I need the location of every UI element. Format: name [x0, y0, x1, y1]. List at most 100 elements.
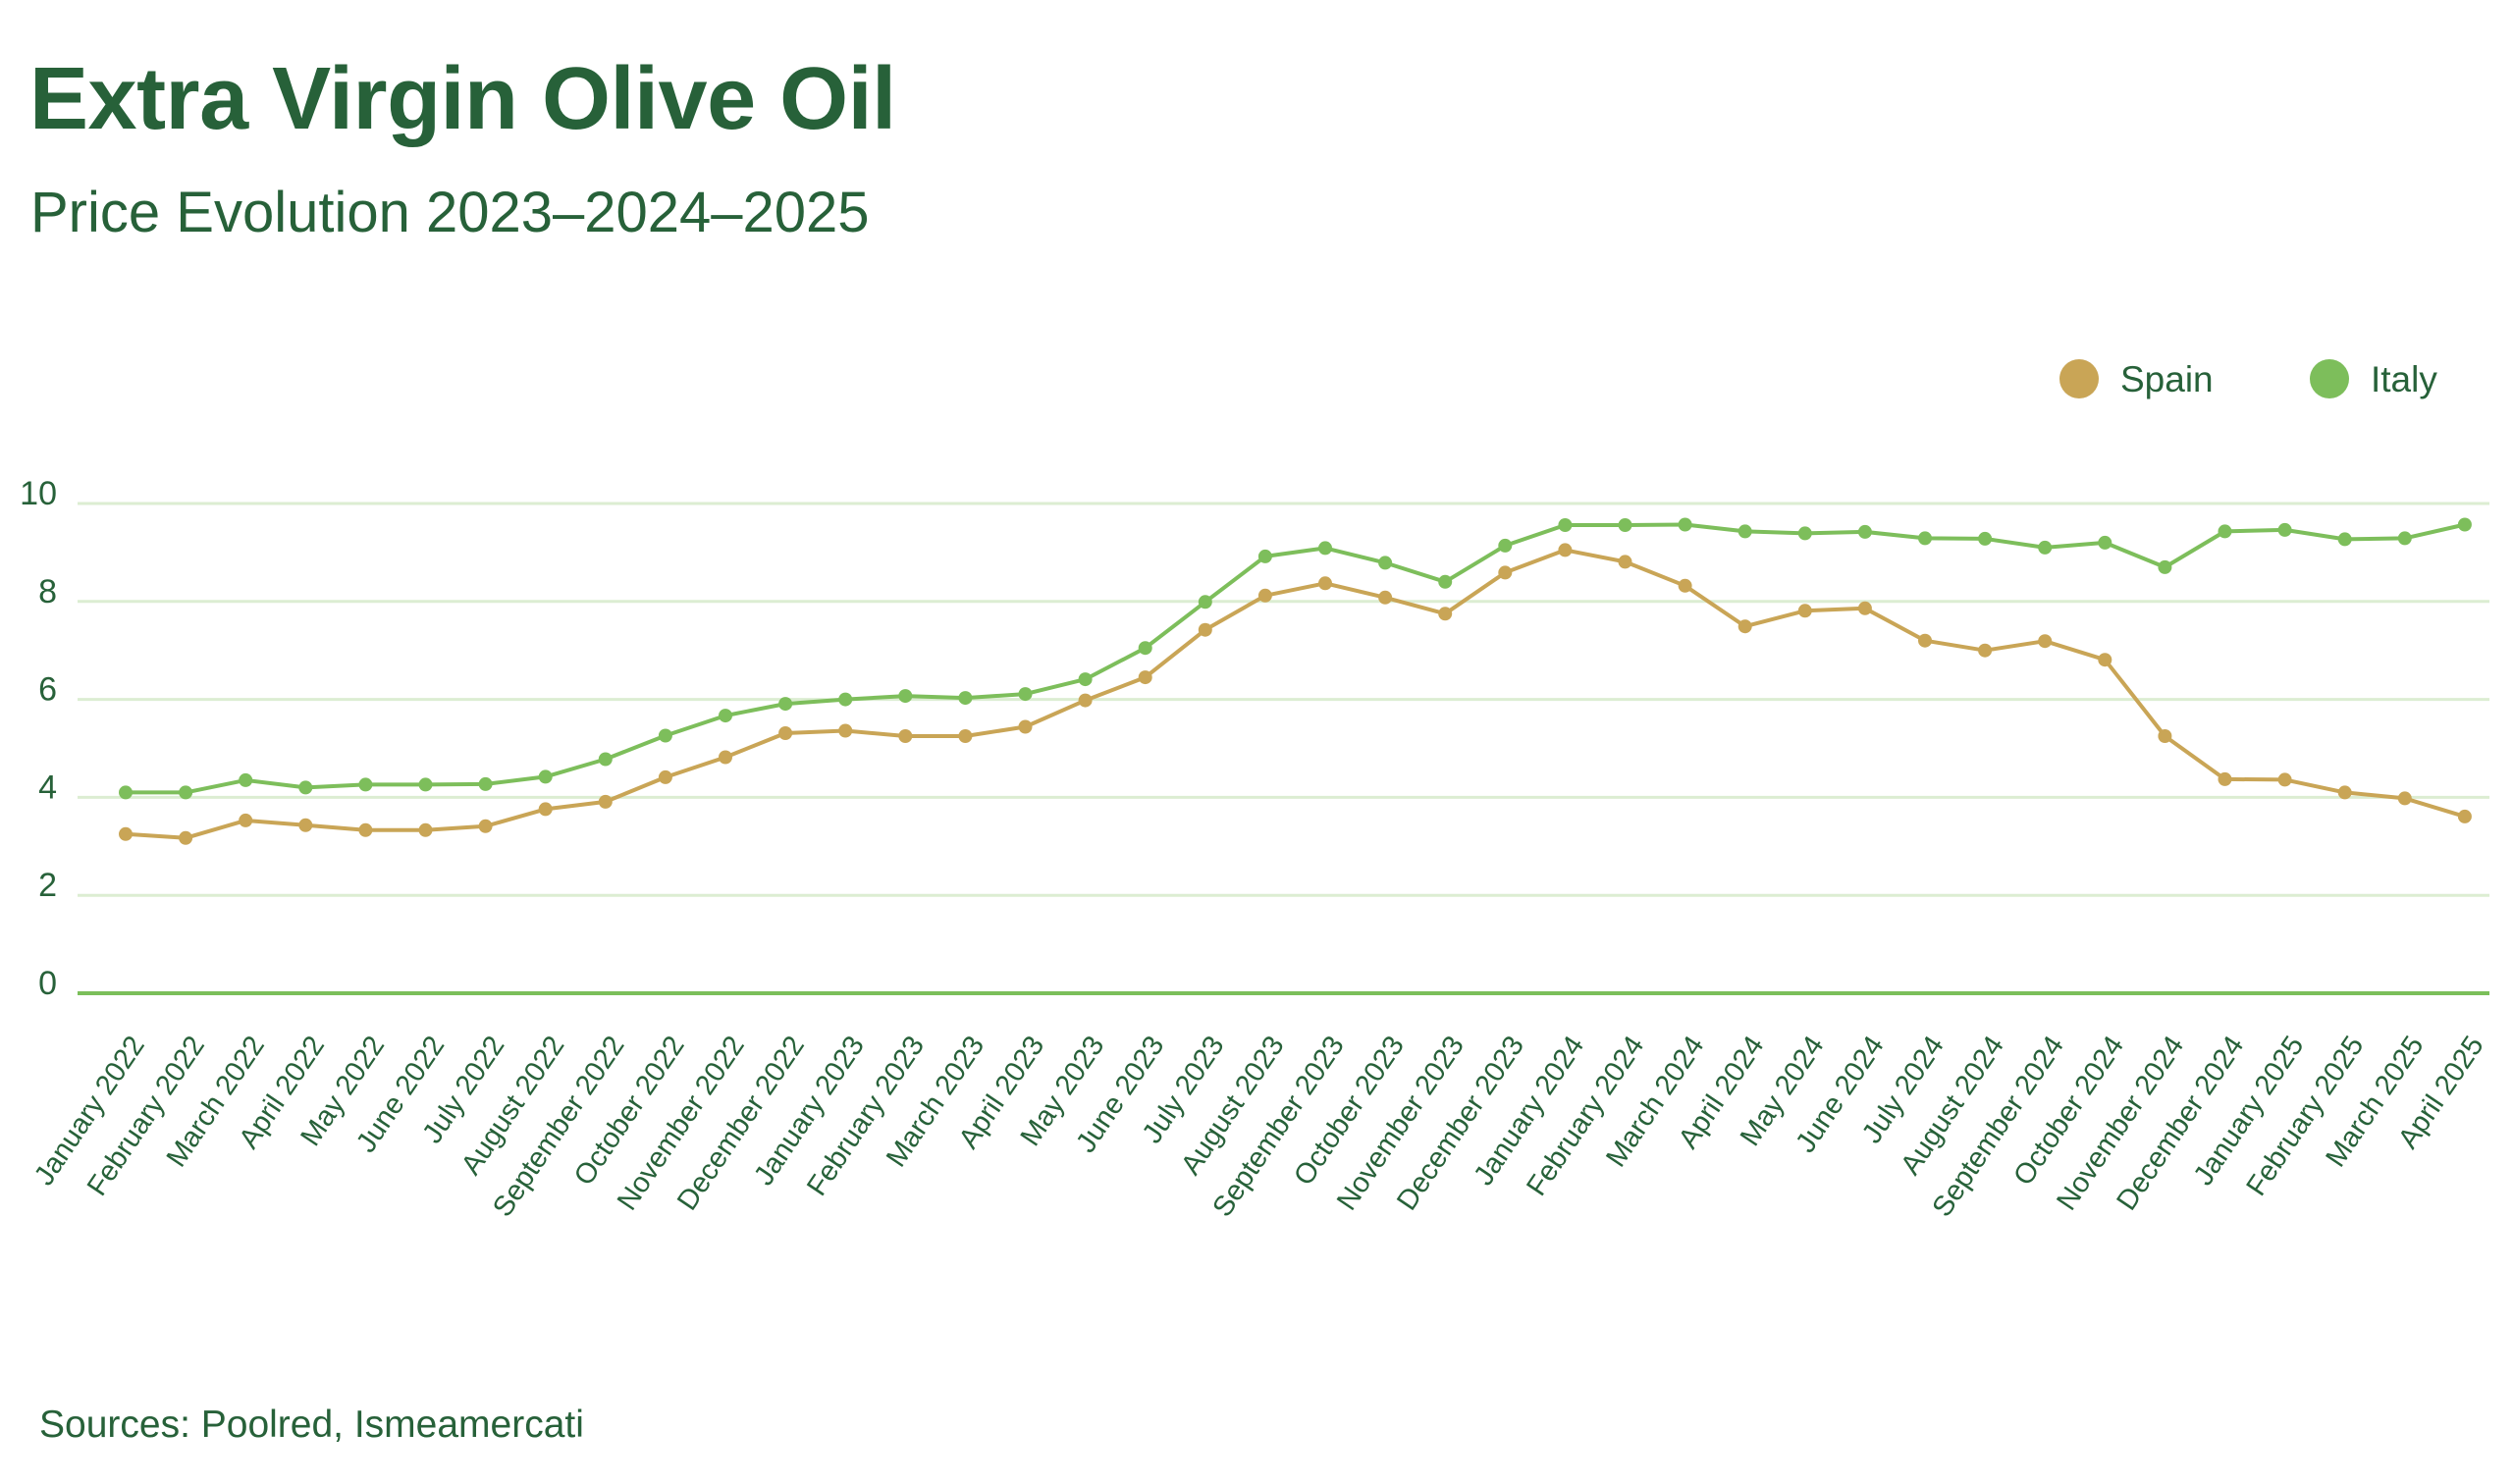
data-point-italy[interactable]	[1678, 517, 1692, 532]
data-point-italy[interactable]	[2337, 532, 2352, 547]
data-point-spain[interactable]	[1618, 555, 1632, 569]
y-axis-ticks: 0 2 4 6 8 10	[20, 475, 57, 1002]
data-point-italy[interactable]	[1918, 531, 1932, 546]
data-point-spain[interactable]	[1018, 719, 1033, 734]
data-point-spain[interactable]	[2158, 729, 2172, 743]
data-point-italy[interactable]	[2098, 535, 2112, 550]
data-point-spain[interactable]	[1978, 643, 1993, 658]
data-point-italy[interactable]	[298, 780, 313, 795]
data-point-spain[interactable]	[2277, 772, 2292, 787]
data-point-italy[interactable]	[478, 776, 493, 791]
data-point-spain[interactable]	[1138, 670, 1152, 685]
data-point-spain[interactable]	[239, 813, 253, 827]
chart-title: Extra Virgin Olive Oil	[29, 50, 896, 148]
y-tick-label: 8	[38, 573, 57, 610]
series-line-italy	[124, 522, 2467, 795]
data-point-spain[interactable]	[778, 726, 793, 740]
data-point-italy[interactable]	[358, 777, 373, 792]
data-point-italy[interactable]	[1978, 531, 1993, 546]
sources-note: Sources: Poolred, Ismeamercati	[39, 1404, 584, 1446]
data-point-spain[interactable]	[1678, 578, 1692, 593]
chart-subtitle: Price Evolution 2023–2024–2025	[30, 181, 870, 244]
data-point-italy[interactable]	[1198, 595, 1212, 610]
data-point-spain[interactable]	[1797, 604, 1812, 618]
data-point-italy[interactable]	[1857, 524, 1872, 539]
data-point-spain[interactable]	[658, 769, 672, 784]
data-point-spain[interactable]	[838, 723, 853, 738]
data-point-italy[interactable]	[119, 785, 133, 800]
data-point-spain[interactable]	[1198, 622, 1212, 637]
data-point-spain[interactable]	[1318, 576, 1332, 591]
data-point-spain[interactable]	[2218, 771, 2232, 786]
data-point-spain[interactable]	[898, 729, 913, 743]
data-point-spain[interactable]	[298, 818, 313, 832]
data-point-spain[interactable]	[2038, 634, 2053, 649]
data-point-spain[interactable]	[1918, 633, 1932, 648]
data-point-italy[interactable]	[2218, 524, 2232, 539]
y-tick-label: 4	[38, 768, 57, 806]
y-tick-label: 10	[20, 475, 57, 512]
data-point-italy[interactable]	[1618, 518, 1632, 532]
data-point-italy[interactable]	[2038, 540, 2053, 555]
data-point-italy[interactable]	[719, 709, 732, 723]
data-point-italy[interactable]	[1498, 538, 1513, 553]
series-line-spain	[124, 548, 2467, 840]
data-point-spain[interactable]	[2337, 785, 2352, 800]
data-point-spain[interactable]	[1558, 543, 1573, 557]
data-point-spain[interactable]	[598, 794, 613, 809]
data-point-italy[interactable]	[658, 728, 672, 743]
data-point-spain[interactable]	[1498, 565, 1513, 580]
data-point-spain[interactable]	[1257, 588, 1272, 603]
data-point-italy[interactable]	[2457, 517, 2472, 532]
legend-item-italy[interactable]: Italy	[2310, 359, 2437, 398]
legend: Spain Italy	[0, 359, 2513, 398]
data-point-spain[interactable]	[2397, 791, 2412, 806]
data-point-italy[interactable]	[1378, 556, 1393, 570]
data-point-spain[interactable]	[1378, 590, 1393, 605]
data-point-italy[interactable]	[1558, 518, 1573, 532]
series	[119, 517, 2472, 845]
data-point-italy[interactable]	[239, 772, 253, 787]
data-point-spain[interactable]	[119, 826, 133, 841]
data-point-spain[interactable]	[2457, 809, 2472, 823]
data-point-italy[interactable]	[1738, 524, 1752, 539]
data-point-italy[interactable]	[1257, 549, 1272, 563]
data-point-spain[interactable]	[1738, 619, 1752, 634]
data-point-spain[interactable]	[958, 729, 973, 743]
data-point-italy[interactable]	[598, 752, 613, 767]
data-point-spain[interactable]	[719, 750, 732, 765]
data-point-italy[interactable]	[1018, 687, 1033, 702]
legend-dot-italy-icon	[2310, 359, 2349, 398]
legend-item-spain[interactable]: Spain	[2059, 359, 2214, 398]
data-point-italy[interactable]	[898, 689, 913, 704]
data-point-italy[interactable]	[1438, 574, 1453, 589]
data-point-italy[interactable]	[838, 692, 853, 707]
legend-dot-spain-icon	[2059, 359, 2099, 398]
gridlines	[78, 502, 2489, 995]
data-point-italy[interactable]	[538, 769, 553, 784]
data-point-italy[interactable]	[418, 777, 433, 792]
data-point-italy[interactable]	[2277, 522, 2292, 537]
data-point-italy[interactable]	[1318, 541, 1332, 556]
data-point-spain[interactable]	[1078, 693, 1093, 708]
data-point-spain[interactable]	[1857, 601, 1872, 615]
data-point-spain[interactable]	[478, 819, 493, 833]
data-point-spain[interactable]	[179, 830, 193, 845]
data-point-italy[interactable]	[179, 785, 193, 800]
data-point-italy[interactable]	[778, 697, 793, 712]
data-point-spain[interactable]	[538, 802, 553, 817]
legend-label-italy: Italy	[2371, 358, 2437, 399]
y-tick-label: 6	[38, 671, 57, 709]
data-point-italy[interactable]	[1138, 641, 1152, 656]
y-tick-label: 0	[38, 965, 57, 1002]
data-point-spain[interactable]	[2098, 653, 2112, 667]
data-point-italy[interactable]	[2397, 531, 2412, 546]
data-point-italy[interactable]	[958, 691, 973, 706]
data-point-spain[interactable]	[1438, 607, 1453, 621]
data-point-italy[interactable]	[2158, 559, 2172, 574]
data-point-italy[interactable]	[1797, 526, 1812, 541]
data-point-spain[interactable]	[358, 822, 373, 837]
data-point-italy[interactable]	[1078, 672, 1093, 687]
data-point-spain[interactable]	[418, 822, 433, 837]
